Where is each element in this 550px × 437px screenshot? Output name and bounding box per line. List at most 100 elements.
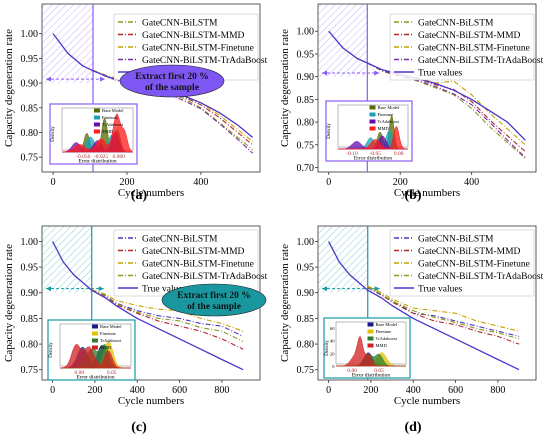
inset-legend-swatch-1	[369, 112, 376, 117]
panel-label-d: (d)	[404, 420, 421, 435]
annotation-line-2: of the sample	[145, 83, 199, 93]
series-line-4	[328, 241, 520, 371]
inset-legend-swatch-1	[367, 329, 374, 334]
legend-label-4: True values	[142, 285, 187, 295]
x-tick-label: 800	[214, 385, 229, 396]
series-line-4	[52, 241, 244, 371]
panel-label-c: (c)	[131, 420, 147, 435]
inset-legend-label-1: Finetune	[378, 112, 394, 117]
series-line-3	[367, 286, 520, 340]
x-tick-label: 800	[490, 385, 505, 396]
legend-label-3: GateCNN-BiLSTM-TrAdaBoost	[142, 56, 268, 66]
inset-x-tick-label: 0.00	[75, 370, 85, 376]
inset-legend-label-2: TrAdaboost	[100, 338, 122, 343]
x-tick-label: 400	[464, 177, 479, 188]
annotation-line-1: Extract first 20 %	[177, 291, 251, 301]
legend-label-2: GateCNN-BiLSTM-Finetune	[142, 44, 254, 54]
legend-label-1: GateCNN-BiLSTM-MMD	[418, 31, 521, 41]
chart-panel-c: 0 200 400 600 800 0.75 0.80 0.85 0.90 0.95 1.00 Cyc…	[3, 225, 268, 407]
y-tick-label: 0.80	[21, 128, 39, 139]
x-tick-label: 400	[406, 385, 421, 396]
chart-panel-b: 0 200 400 0.70 0.75 0.80 0.85 0.90 0.95 1.00 Cycle…	[279, 3, 544, 199]
y-tick-label: 0.85	[21, 103, 39, 114]
legend-label-4: True values	[418, 69, 463, 79]
inset-legend-swatch-0	[93, 108, 100, 113]
arrow-left-head	[46, 76, 51, 82]
y-axis-label: Capacity degeneration rate	[279, 29, 291, 147]
y-tick-label: 0.80	[297, 340, 315, 351]
inset-y-label: Density	[51, 126, 56, 142]
inset-y-tick-label: 0	[332, 364, 335, 369]
series-line-2	[367, 62, 526, 146]
inset-legend-swatch-3	[367, 343, 374, 348]
y-tick-label: 0.95	[297, 263, 315, 274]
inset-legend-label-1: Finetune	[100, 331, 116, 336]
inset-density-plot: 0.00 0.05 0 20 40 60 Error distribution Density…	[323, 317, 411, 379]
chart-panel-a: 0 200 400 0.75 0.80 0.85 0.90 0.95 1.00 Cycle num…	[3, 3, 268, 199]
legend-box	[389, 13, 535, 81]
legend-label-1: GateCNN-BiLSTM-MMD	[142, 31, 245, 41]
inset-legend-swatch-0	[369, 105, 376, 110]
legend-label-3: GateCNN-BiLSTM-TrAdaBoost	[418, 272, 544, 282]
inset-frame	[323, 317, 411, 379]
inset-legend-label-2: TrAdaboost	[102, 122, 124, 127]
legend-label-0: GateCNN-BiLSTM	[142, 235, 218, 245]
y-tick-label: 0.85	[297, 314, 315, 325]
inset-legend-swatch-1	[93, 115, 100, 120]
y-tick-label: 0.75	[21, 365, 39, 376]
y-tick-label: 0.75	[297, 140, 315, 151]
density-area-3	[61, 113, 134, 153]
inset-legend-label-2: TrAdaboost	[378, 119, 400, 124]
arrow-right-head	[374, 286, 380, 292]
annotation-line-1: Extract first 20 %	[135, 72, 209, 82]
inset-legend-label-0: Base Model	[100, 324, 122, 329]
training-region-hatch	[318, 226, 368, 293]
inset-legend-label-3: MMD	[102, 129, 114, 134]
training-region-hatch	[318, 4, 368, 77]
panel-label-b: (b)	[404, 188, 421, 203]
y-tick-label: 0.80	[297, 118, 315, 129]
y-tick-label: 1.00	[297, 27, 315, 38]
panel-label-a: (a)	[131, 188, 148, 203]
series-line-0	[367, 287, 520, 337]
y-tick-label: 0.70	[297, 163, 315, 174]
plot-frame	[317, 225, 537, 381]
density-area-3	[59, 343, 131, 369]
x-tick-label: 200	[393, 177, 408, 188]
x-tick-label: 0	[326, 177, 331, 188]
x-axis-label: Cycle numbers	[118, 395, 184, 407]
inset-legend-label-0: Base Model	[378, 105, 400, 110]
inset-legend-swatch-3	[369, 126, 376, 131]
y-tick-label: 1.00	[21, 29, 39, 40]
x-axis-label: Cycle numbers	[394, 395, 460, 407]
annotation-callout	[119, 64, 225, 98]
y-tick-label: 0.95	[297, 49, 315, 60]
annotation-callout	[161, 283, 267, 317]
arrow-left-head	[322, 286, 327, 292]
y-tick-label: 0.90	[297, 72, 315, 83]
y-tick-label: 1.00	[297, 237, 315, 248]
chart-panel-d: 0 200 400 600 8000.750.800.850.900.951.00Cyc…	[279, 225, 544, 407]
y-tick-label: 0.80	[21, 340, 39, 351]
series-line-1	[91, 289, 244, 350]
x-tick-label: 200	[119, 177, 134, 188]
arrow-right-head	[98, 286, 104, 292]
series-line-3	[91, 289, 244, 342]
series-line-3	[367, 62, 526, 158]
x-tick-label: 600	[172, 385, 187, 396]
series-line-2	[91, 289, 244, 332]
y-tick-label: 0.90	[297, 288, 315, 299]
inset-x-label: Error distribution	[78, 159, 117, 165]
inset-x-tick-label: -0.050	[76, 154, 90, 160]
inset-x-tick-label: 0.00	[347, 368, 357, 374]
y-tick-label: 0.95	[21, 263, 39, 274]
legend-label-2: GateCNN-BiLSTM-Finetune	[418, 260, 530, 270]
density-area-3	[338, 125, 408, 150]
x-tick-label: 400	[130, 385, 145, 396]
inset-x-tick-label: 0.05	[374, 368, 384, 374]
x-tick-label: 0	[51, 177, 56, 188]
inset-legend-swatch-0	[367, 322, 374, 327]
